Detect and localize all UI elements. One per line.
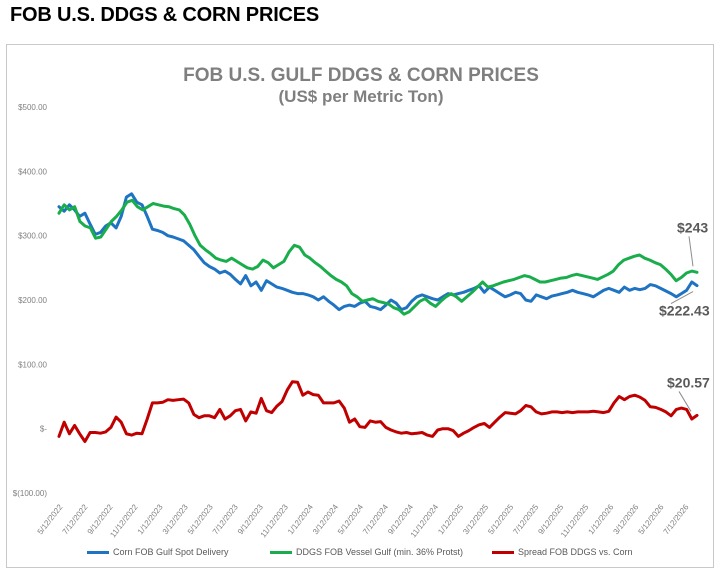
chart-frame: FOB U.S. GULF DDGS & CORN PRICES (US$ pe…	[6, 44, 714, 568]
annotation-leader	[688, 236, 694, 267]
legend-label-spread: Spread FOB DDGS vs. Corn	[518, 547, 633, 557]
annotation-label: $20.57	[667, 374, 710, 390]
annotation-label: $243	[677, 219, 708, 235]
legend-item-spread: Spread FOB DDGS vs. Corn	[492, 547, 633, 557]
series-line-ddgs	[57, 198, 699, 316]
annotation-label: $222.43	[659, 303, 710, 319]
series-line-corn	[57, 192, 699, 312]
chart-plot: $500.00 $400.00 $300.00 $200.00 $100.00 $- $(1…	[13, 103, 710, 539]
x-tick-label: 7/12/2026	[662, 502, 691, 536]
y-tick-label: $300.00	[18, 232, 47, 241]
legend-swatch-ddgs	[270, 550, 292, 554]
chart-legend: Corn FOB Gulf Spot Delivery DDGS FOB Ves…	[7, 547, 715, 563]
series-line-spread	[57, 380, 699, 443]
y-tick-label: $-	[40, 425, 47, 434]
legend-label-corn: Corn FOB Gulf Spot Delivery	[113, 547, 229, 557]
y-tick-label: $(100.00)	[13, 489, 48, 498]
annotation-leader	[678, 391, 692, 412]
y-tick-label: $500.00	[18, 103, 47, 112]
chart-subtitle: (US$ per Metric Ton)	[278, 87, 444, 106]
annotation-leader	[670, 291, 694, 305]
y-tick-label: $100.00	[18, 360, 47, 369]
legend-item-corn: Corn FOB Gulf Spot Delivery	[87, 547, 229, 557]
legend-swatch-spread	[492, 550, 514, 554]
legend-swatch-corn	[87, 550, 109, 554]
chart-title: FOB U.S. GULF DDGS & CORN PRICES	[183, 65, 539, 86]
page-title: FOB U.S. DDGS & CORN PRICES	[10, 4, 320, 26]
legend-label-ddgs: DDGS FOB Vessel Gulf (min. 36% Protst)	[296, 547, 464, 557]
legend-item-ddgs: DDGS FOB Vessel Gulf (min. 36% Protst)	[270, 547, 463, 557]
y-tick-label: $200.00	[18, 296, 47, 305]
y-tick-label: $400.00	[18, 167, 47, 176]
